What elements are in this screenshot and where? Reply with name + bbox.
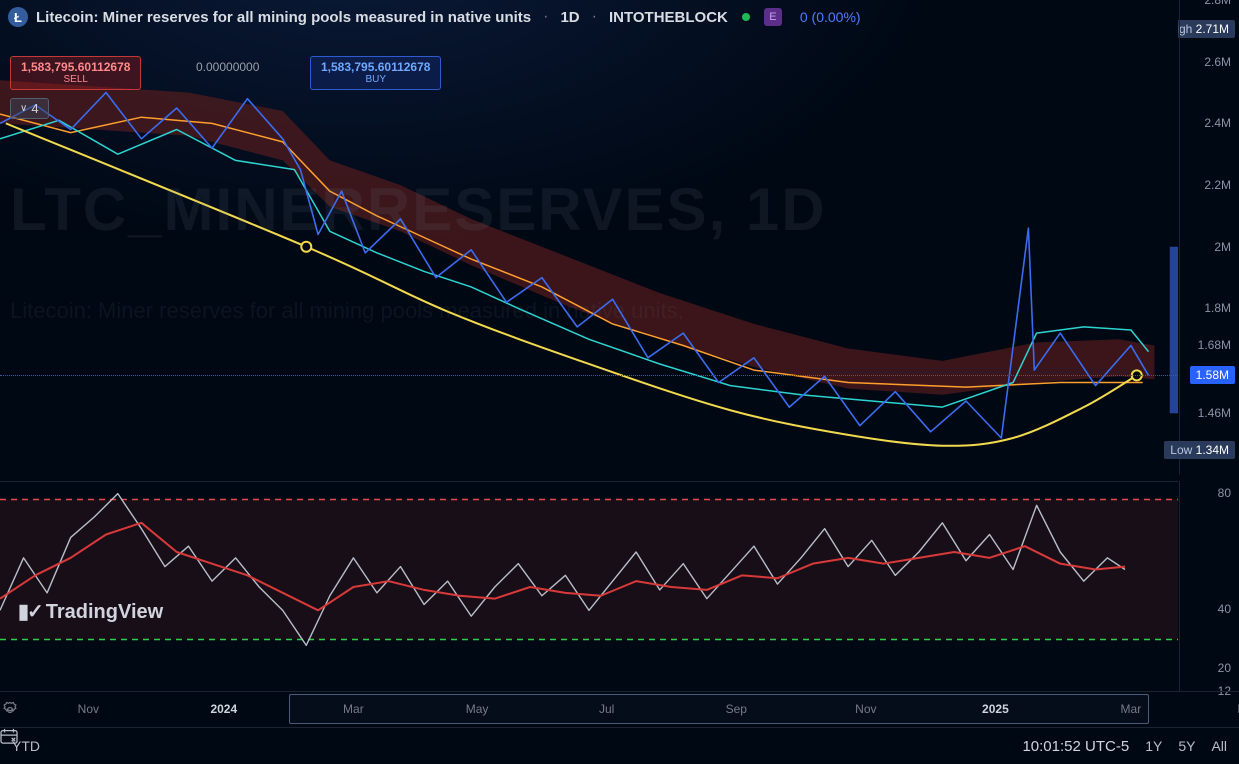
time-tick-label: Mar [1121,702,1142,716]
y-tick-label: 1.46M [1198,406,1231,420]
y-tick-label: 2.6M [1204,55,1231,69]
rsi-y-axis[interactable]: 80402012 [1179,481,1239,691]
rsi-tick-label: 20 [1218,661,1231,675]
y-tick-label: 1.68M [1198,338,1231,352]
time-axis[interactable]: Nov2024MarMayJulSepNov2025MarMay [0,691,1239,727]
main-price-chart[interactable]: LTC_MINERRESERVES, 1D Litecoin: Miner re… [0,0,1178,475]
rsi-oscillator-panel[interactable] [0,481,1178,691]
tv-icon: ▮✓ [18,601,42,623]
current-price-tag: 1.58M [1190,366,1235,384]
data-source: INTOTHEBLOCK [609,9,728,26]
bottom-toolbar: All5Y1YYTD 10:01:52 UTC-5 [0,727,1239,764]
time-tick-label: 2024 [210,702,237,716]
tradingview-logo: ▮✓TradingView [18,599,163,624]
y-tick-label: 2.4M [1204,116,1231,130]
chart-header: Ł Litecoin: Miner reserves for all minin… [0,0,1239,34]
current-price-line [0,375,1178,376]
rsi-tick-label: 40 [1218,602,1231,616]
clock-display: 10:01:52 UTC-5 [1022,738,1129,755]
chevron-down-icon: ∨ [20,103,27,114]
chart-title: Litecoin: Miner reserves for all mining … [36,9,531,26]
buy-button[interactable]: 1,583,795.60112678 BUY [310,56,441,90]
range-button[interactable]: All [1211,738,1227,754]
range-button[interactable]: 1Y [1145,738,1162,754]
y-tick-label: 2.2M [1204,178,1231,192]
spread-value: 0.00000000 [196,60,259,74]
time-tick-label: 2025 [982,702,1009,716]
time-tick-label: Mar [343,702,364,716]
time-tick-label: Sep [726,702,747,716]
separator-dot: · [592,8,597,26]
time-tick-label: Nov [855,702,876,716]
separator-dot: · [543,8,548,26]
watermark-desc: Litecoin: Miner reserves for all mining … [10,298,684,324]
coin-icon: Ł [8,7,28,27]
time-scrubber[interactable] [289,694,1149,724]
compare-button[interactable]: ∨ 4 [10,98,49,119]
low-tag: Low 1.34M [1164,441,1235,459]
extended-badge: E [764,8,782,26]
watermark-symbol: LTC_MINERRESERVES, 1D [10,175,827,244]
y-tick-label: 2M [1214,240,1231,254]
range-button[interactable]: 5Y [1178,738,1195,754]
calendar-icon[interactable] [0,728,18,744]
price-delta: 0 (0.00%) [800,9,861,25]
interval-label[interactable]: 1D [560,9,579,26]
time-tick-label: Jul [599,702,614,716]
rsi-tick-label: 80 [1218,486,1231,500]
sell-button[interactable]: 1,583,795.60112678 SELL [10,56,141,90]
price-y-axis[interactable]: 2.8M2.6M2.4M2.2M2M1.8M1.68M1.46M [1179,0,1239,475]
market-status-dot [742,13,750,21]
time-tick-label: May [466,702,489,716]
time-tick-label: Nov [78,702,99,716]
gear-icon[interactable] [0,700,20,720]
y-tick-label: 1.8M [1204,301,1231,315]
